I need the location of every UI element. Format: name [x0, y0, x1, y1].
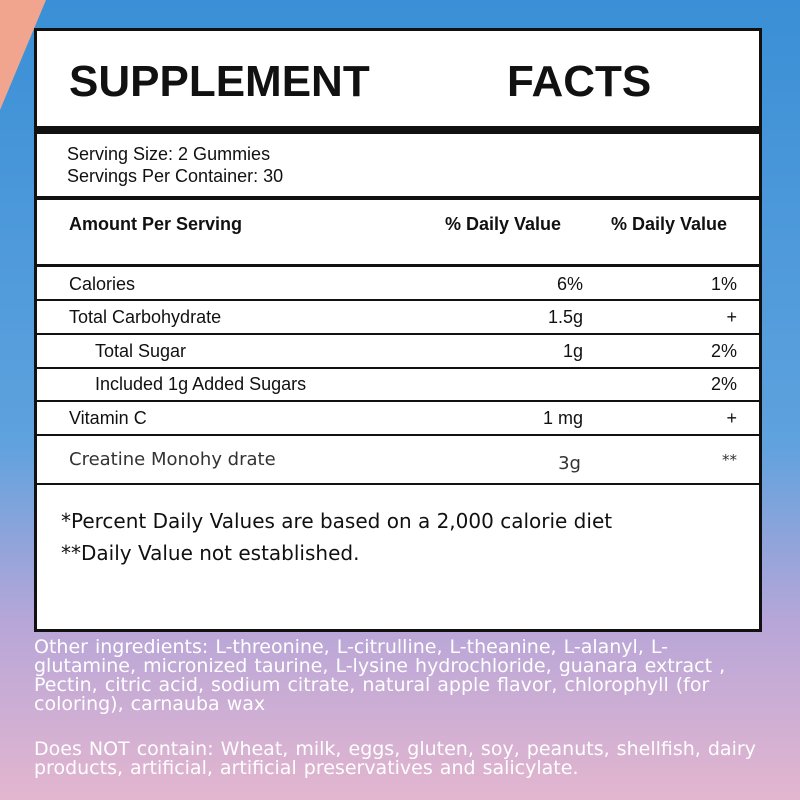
row-divider [37, 483, 759, 485]
title-supplement: SUPPLEMENT [69, 57, 370, 106]
row-divider [37, 434, 759, 436]
footnote-percent-dv: *Percent Daily Values are based on a 2,0… [61, 509, 613, 533]
daily-value-header-2: % Daily Value [611, 214, 728, 234]
serving-info: Serving Size: 2 Gummies Servings Per Con… [67, 143, 283, 187]
nutrient-daily-value: ** [722, 451, 737, 469]
nutrient-name: Calories [69, 274, 136, 294]
row-divider [37, 333, 759, 335]
does-not-contain: Does NOT contain: Wheat, milk, eggs, glu… [34, 738, 756, 779]
nutrient-daily-value: + [726, 408, 737, 428]
servings-per-container: Servings Per Container: 30 [67, 166, 284, 186]
footnote-dv-not-established: **Daily Value not established. [61, 541, 360, 565]
nutrient-name: Total Carbohydrate [69, 307, 222, 327]
nutrient-amount: 1.5g [547, 307, 583, 327]
other-ingredients: Other ingredients: L-threonine, L-citrul… [34, 636, 726, 715]
nutrient-amount: 1g [562, 341, 583, 361]
nutrient-name: Creatine Monohy drate [69, 449, 276, 470]
header-divider [37, 264, 759, 267]
row-divider [37, 299, 759, 301]
nutrient-daily-value: 2% [710, 341, 737, 361]
nutrient-daily-value: + [726, 307, 737, 327]
amount-per-serving-header: Amount Per Serving [69, 214, 243, 234]
nutrient-name: Total Sugar [95, 341, 187, 361]
nutrient-daily-value: 1% [710, 274, 737, 294]
daily-value-header-1: % Daily Value [445, 214, 562, 234]
nutrient-daily-value: 2% [710, 374, 737, 394]
nutrient-name: Included 1g Added Sugars [95, 374, 307, 394]
supplement-facts-panel: SUPPLEMENT FACTS Serving Size: 2 Gummies… [34, 28, 762, 632]
title-facts: FACTS [507, 57, 652, 106]
nutrient-amount: 1 mg [542, 408, 583, 428]
nutrient-amount: 6% [556, 274, 583, 294]
panel-title: SUPPLEMENT FACTS [37, 31, 759, 129]
row-divider [37, 400, 759, 402]
serving-divider [37, 196, 759, 200]
serving-size: Serving Size: 2 Gummies [67, 144, 271, 164]
nutrient-amount: 3g [558, 453, 581, 474]
row-divider [37, 367, 759, 369]
nutrient-name: Vitamin C [69, 408, 147, 428]
title-divider [37, 126, 759, 134]
